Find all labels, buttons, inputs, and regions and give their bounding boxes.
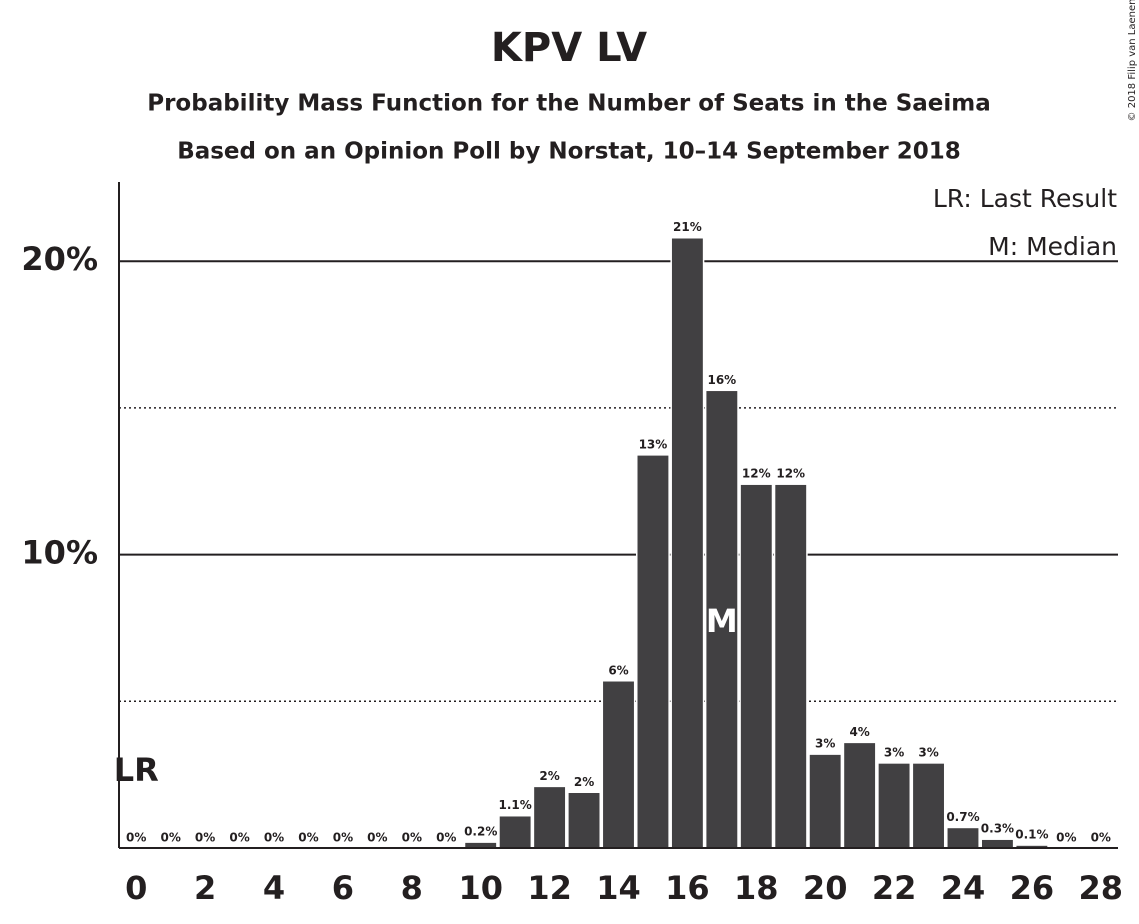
legend-entry: LR: Last Result	[933, 184, 1117, 213]
bar	[567, 791, 601, 849]
x-tick-label: 2	[194, 869, 216, 907]
x-tick-label: 28	[1079, 869, 1124, 907]
value-label: 0%	[367, 831, 387, 845]
bar	[739, 483, 774, 849]
x-tick-label: 0	[125, 869, 147, 907]
value-label: 0%	[126, 831, 146, 845]
value-label: 6%	[608, 663, 628, 677]
bar	[842, 741, 877, 849]
legend-entry: M: Median	[988, 232, 1117, 261]
value-label: 0%	[1091, 831, 1111, 845]
x-tick-label: 12	[527, 869, 572, 907]
value-label: 0%	[436, 831, 456, 845]
x-tick-label: 8	[401, 869, 423, 907]
bars	[463, 236, 1049, 849]
value-label: 0%	[160, 831, 180, 845]
value-label: 3%	[884, 745, 904, 759]
bar	[670, 236, 705, 849]
bar	[498, 814, 533, 849]
value-label: 0%	[229, 831, 249, 845]
bar	[601, 680, 636, 849]
value-label: 3%	[918, 745, 938, 759]
value-label: 12%	[742, 467, 771, 481]
copyright: © 2018 Filip van Laenen	[1127, 0, 1138, 121]
bar	[911, 762, 946, 849]
value-label: 13%	[639, 437, 668, 451]
annotation: M	[706, 602, 738, 640]
value-label: 0%	[195, 831, 215, 845]
bar	[773, 483, 808, 849]
value-label: 0.2%	[464, 825, 497, 839]
value-label: 0%	[402, 831, 422, 845]
x-tick-label: 6	[332, 869, 354, 907]
bar	[946, 826, 980, 849]
value-label: 0.7%	[946, 810, 979, 824]
bar	[636, 454, 670, 849]
grid	[119, 260, 1118, 703]
x-tick-label: 4	[263, 869, 285, 907]
x-tick-label: 26	[1010, 869, 1055, 907]
chart-subtitle: Probability Mass Function for the Number…	[147, 91, 991, 117]
bar	[980, 838, 1015, 849]
value-label: 0.1%	[1015, 828, 1048, 842]
value-label: 0%	[333, 831, 353, 845]
value-label: 0%	[298, 831, 318, 845]
x-tick-label: 20	[803, 869, 848, 907]
value-label: 12%	[776, 467, 805, 481]
value-label: 16%	[707, 373, 736, 387]
value-label: 0.3%	[981, 822, 1014, 836]
x-tick-label: 10	[458, 869, 503, 907]
chart-title: KPV LV	[491, 25, 647, 71]
value-label: 3%	[815, 737, 835, 751]
value-label: 21%	[673, 220, 702, 234]
x-tick-label: 22	[872, 869, 917, 907]
x-tick-label: 14	[596, 869, 641, 907]
annotation: LR	[114, 751, 159, 789]
chart-subtitle: Based on an Opinion Poll by Norstat, 10–…	[177, 139, 961, 165]
bar	[704, 389, 739, 849]
x-tick-label: 16	[665, 869, 710, 907]
value-label: 2%	[574, 775, 594, 789]
value-label: 2%	[539, 769, 559, 783]
bar	[532, 785, 567, 849]
y-tick-label: 20%	[21, 240, 98, 278]
y-tick-label: 10%	[21, 534, 98, 572]
x-tick-label: 18	[734, 869, 779, 907]
value-label: 1.1%	[499, 798, 532, 812]
value-label: 4%	[849, 725, 869, 739]
x-tick-label: 24	[941, 869, 986, 907]
bar	[808, 753, 843, 849]
value-label: 0%	[1056, 831, 1076, 845]
value-label: 0%	[264, 831, 284, 845]
bar	[877, 762, 912, 849]
